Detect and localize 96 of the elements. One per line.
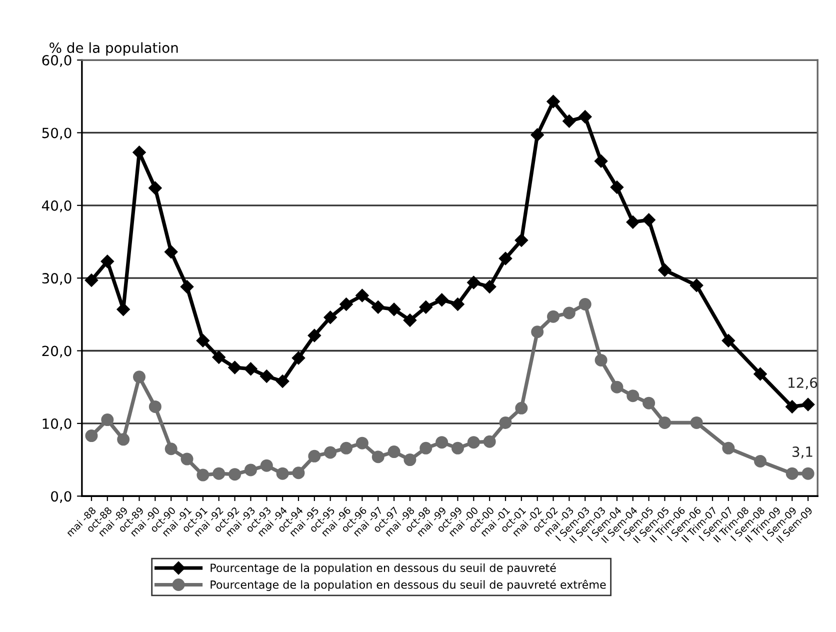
point xyxy=(260,370,274,383)
point xyxy=(308,450,321,462)
point xyxy=(722,442,735,454)
point xyxy=(482,280,496,294)
point xyxy=(451,442,464,454)
point xyxy=(228,360,242,374)
point xyxy=(372,300,385,314)
y-tick-label: 0,0 xyxy=(51,491,72,504)
point xyxy=(483,435,496,448)
point xyxy=(786,467,798,480)
point xyxy=(403,314,417,327)
point xyxy=(308,328,322,342)
point xyxy=(356,288,369,302)
y-tick-label: 60,0 xyxy=(42,55,72,67)
point xyxy=(340,298,353,311)
point xyxy=(690,416,703,429)
point xyxy=(547,310,560,323)
point xyxy=(117,433,130,446)
y-tick-label: 50,0 xyxy=(42,128,72,140)
point xyxy=(340,442,353,454)
point xyxy=(212,467,226,480)
point xyxy=(531,326,544,338)
point xyxy=(642,213,656,227)
point xyxy=(435,293,448,306)
point xyxy=(594,154,608,168)
point xyxy=(196,468,210,482)
point xyxy=(292,351,306,365)
point xyxy=(244,362,258,376)
point xyxy=(754,367,767,381)
point xyxy=(212,350,226,364)
point xyxy=(148,400,162,413)
y-tick-label: 40,0 xyxy=(42,200,72,212)
point xyxy=(387,302,401,316)
point xyxy=(388,446,400,458)
point xyxy=(754,454,767,468)
point xyxy=(642,396,656,410)
point xyxy=(164,245,178,259)
point xyxy=(180,452,194,466)
y-tick-label: 30,0 xyxy=(42,273,72,285)
y-tick-label: 20,0 xyxy=(42,346,72,358)
point xyxy=(498,252,512,266)
point xyxy=(610,180,624,194)
point xyxy=(658,263,672,277)
point xyxy=(802,467,814,480)
point xyxy=(196,334,210,348)
point xyxy=(451,298,464,311)
point xyxy=(419,300,432,314)
point xyxy=(626,390,640,402)
point xyxy=(594,354,608,366)
data-label: 3,1 xyxy=(792,446,812,458)
point xyxy=(801,398,815,412)
point xyxy=(546,94,560,108)
point xyxy=(133,370,146,384)
point xyxy=(148,181,162,195)
point xyxy=(100,254,114,268)
point xyxy=(404,454,416,466)
data-label: 12,6 xyxy=(788,377,818,390)
y-tick-label: 10,0 xyxy=(42,418,72,430)
point xyxy=(292,466,305,480)
point xyxy=(260,459,273,472)
point xyxy=(658,416,671,429)
point xyxy=(324,446,337,459)
point xyxy=(420,442,432,454)
point xyxy=(84,274,98,287)
point xyxy=(324,310,337,324)
point xyxy=(164,442,178,456)
point xyxy=(467,276,480,290)
point xyxy=(436,436,448,449)
point xyxy=(499,416,512,429)
point xyxy=(562,306,576,320)
legend-label: Pourcentage de la population en dessous du seuil de pauvreté extrême xyxy=(210,580,606,591)
point xyxy=(530,128,544,142)
point xyxy=(722,334,736,348)
y-axis-title: % de la population xyxy=(50,42,178,56)
point xyxy=(372,450,384,464)
point xyxy=(276,467,289,480)
point xyxy=(690,278,704,292)
point xyxy=(578,110,592,124)
point xyxy=(132,146,146,159)
point xyxy=(276,374,290,388)
point xyxy=(514,234,528,247)
point xyxy=(578,298,592,310)
point xyxy=(626,216,640,229)
point xyxy=(562,114,576,128)
point xyxy=(467,436,480,449)
legend-label: Pourcentage de la population en dessous du seuil de pauvreté xyxy=(210,563,556,574)
point xyxy=(116,302,130,316)
point xyxy=(786,400,799,414)
point xyxy=(228,468,242,481)
point xyxy=(244,464,257,476)
point xyxy=(515,402,528,414)
point xyxy=(101,414,114,426)
point xyxy=(356,436,368,450)
point xyxy=(85,430,98,442)
point xyxy=(180,280,194,294)
point xyxy=(610,380,624,394)
